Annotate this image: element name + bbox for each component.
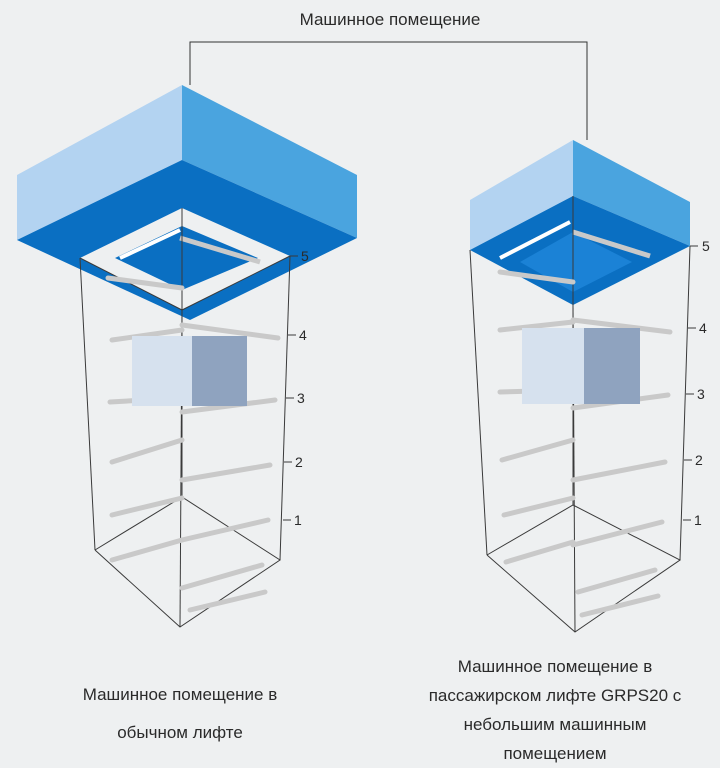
left-car-side (192, 336, 247, 406)
left-car (132, 336, 247, 406)
right-floor-label-4: 4 (699, 320, 707, 336)
left-floor-label-1: 1 (294, 512, 302, 528)
left-room-left-face (17, 85, 182, 240)
right-floor-label-5: 5 (702, 238, 710, 254)
left-floor-ticks (283, 255, 298, 521)
right-car-front (522, 328, 584, 404)
right-floor-ticks (683, 245, 698, 521)
right-caption-line-2: пассажирском лифте GRPS20 с (428, 686, 682, 705)
left-room-right-face (182, 85, 357, 238)
left-elevator: 5 4 3 2 1 (17, 85, 357, 628)
left-machine-room (17, 85, 357, 320)
right-floor-label-2: 2 (695, 452, 703, 468)
left-floor-label-2: 2 (295, 454, 303, 470)
left-caption: Машинное помещение в обычном лифте (40, 676, 320, 752)
left-floor-label-4: 4 (299, 327, 307, 343)
left-car-front (132, 336, 192, 406)
right-floor-rails (497, 269, 673, 618)
right-car (522, 328, 640, 404)
right-floor-label-1: 1 (694, 512, 702, 528)
left-caption-line-2: обычном лифте (117, 723, 243, 742)
left-caption-line-1: Машинное помещение в (82, 685, 278, 704)
right-room-right-face (573, 140, 690, 246)
right-caption: Машинное помещение в пассажирском лифте … (400, 652, 710, 768)
connector-line (189, 41, 588, 140)
right-elevator: 5 4 3 2 1 (469, 140, 710, 633)
right-machine-room (470, 140, 690, 305)
left-floor-label-5: 5 (301, 248, 309, 264)
right-room-left-face (470, 140, 573, 250)
left-floor-label-3: 3 (297, 390, 305, 406)
right-caption-line-3: небольшим машинным (463, 715, 647, 734)
right-floor-label-3: 3 (697, 386, 705, 402)
right-caption-line-4: помещением (503, 744, 607, 763)
left-floor-rails (105, 275, 281, 613)
right-car-side (584, 328, 640, 404)
machine-room-title: Машинное помещение (299, 10, 481, 29)
right-caption-line-1: Машинное помещение в (457, 657, 653, 676)
